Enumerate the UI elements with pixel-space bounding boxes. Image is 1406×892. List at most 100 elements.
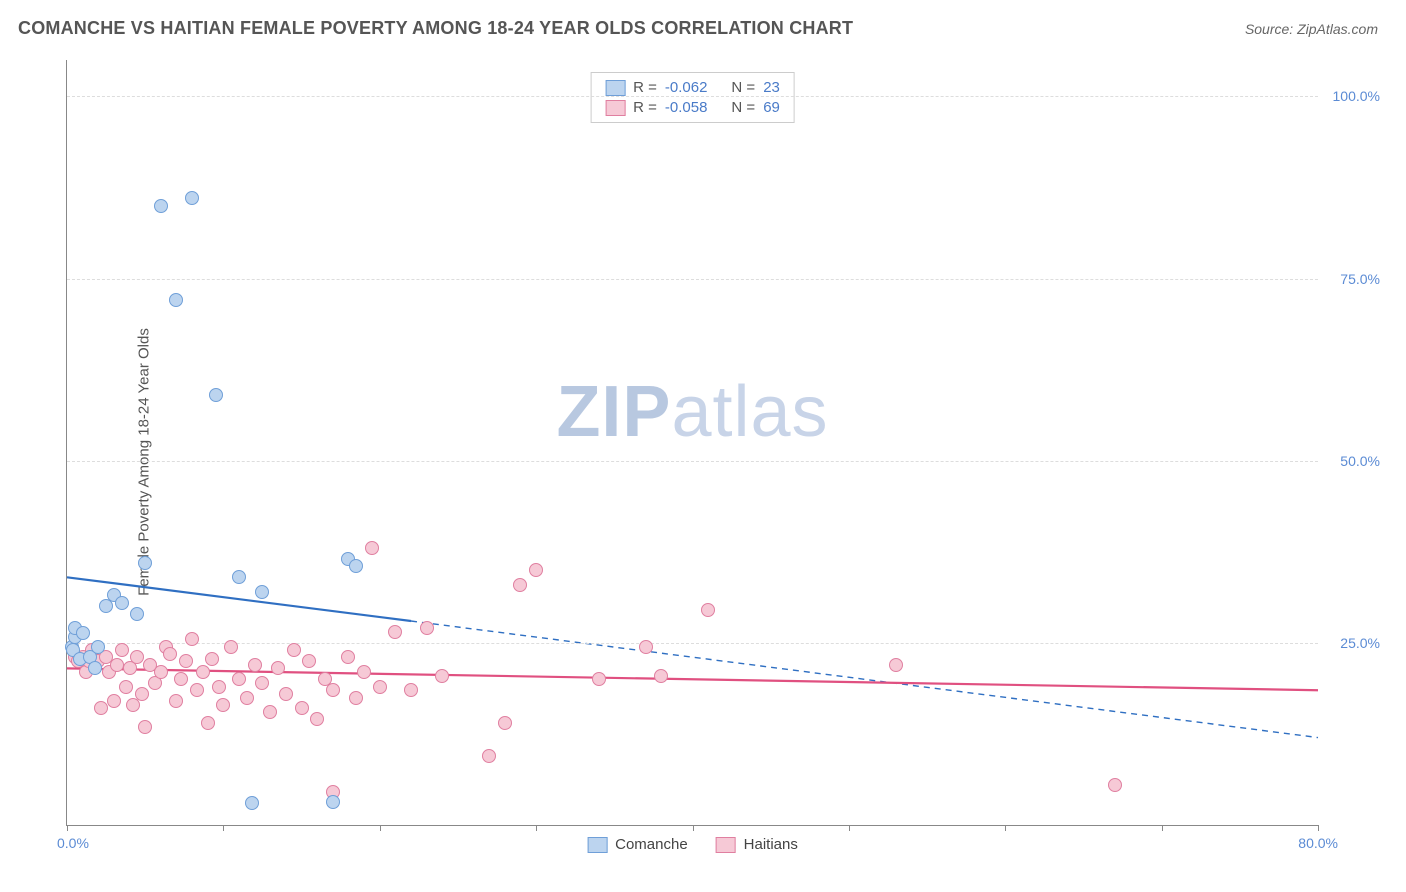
y-tick-label: 25.0%	[1340, 635, 1380, 651]
data-point	[255, 585, 269, 599]
x-tick	[849, 825, 850, 831]
x-max-label: 80.0%	[1298, 835, 1338, 851]
data-point	[240, 691, 254, 705]
data-point	[404, 683, 418, 697]
data-point	[94, 701, 108, 715]
data-point	[592, 672, 606, 686]
r-label: R =	[633, 99, 657, 116]
data-point	[373, 680, 387, 694]
data-point	[107, 694, 121, 708]
n-value-haitians: 69	[763, 99, 780, 116]
data-point	[119, 680, 133, 694]
data-point	[365, 541, 379, 555]
data-point	[115, 596, 129, 610]
data-point	[138, 720, 152, 734]
x-tick	[380, 825, 381, 831]
y-tick-label: 50.0%	[1340, 453, 1380, 469]
data-point	[91, 640, 105, 654]
n-value-comanche: 23	[763, 79, 780, 96]
data-point	[263, 705, 277, 719]
data-point	[169, 293, 183, 307]
data-point	[248, 658, 262, 672]
data-point	[232, 672, 246, 686]
data-point	[201, 716, 215, 730]
data-point	[654, 669, 668, 683]
data-point	[212, 680, 226, 694]
data-point	[88, 661, 102, 675]
stats-row-comanche: R = -0.062 N = 23	[605, 79, 780, 96]
legend-item-comanche: Comanche	[587, 836, 688, 853]
stats-legend: R = -0.062 N = 23 R = -0.058 N = 69	[590, 72, 795, 123]
x-tick	[223, 825, 224, 831]
x-tick	[536, 825, 537, 831]
data-point	[138, 556, 152, 570]
data-point	[639, 640, 653, 654]
swatch-comanche	[587, 837, 607, 853]
data-point	[115, 643, 129, 657]
data-point	[302, 654, 316, 668]
y-tick-label: 100.0%	[1333, 88, 1380, 104]
data-point	[287, 643, 301, 657]
x-tick	[1005, 825, 1006, 831]
data-point	[498, 716, 512, 730]
r-label: R =	[633, 79, 657, 96]
legend-item-haitians: Haitians	[716, 836, 798, 853]
swatch-haitians	[605, 100, 625, 116]
data-point	[513, 578, 527, 592]
data-point	[185, 191, 199, 205]
data-point	[435, 669, 449, 683]
data-point	[701, 603, 715, 617]
data-point	[154, 199, 168, 213]
data-point	[255, 676, 269, 690]
r-value-comanche: -0.062	[665, 79, 708, 96]
data-point	[271, 661, 285, 675]
data-point	[279, 687, 293, 701]
data-point	[76, 626, 90, 640]
x-tick	[67, 825, 68, 831]
legend-label-haitians: Haitians	[744, 836, 798, 853]
legend-label-comanche: Comanche	[615, 836, 688, 853]
gridline	[67, 279, 1318, 280]
data-point	[154, 665, 168, 679]
swatch-haitians	[716, 837, 736, 853]
y-tick-label: 75.0%	[1340, 271, 1380, 287]
n-label: N =	[731, 79, 755, 96]
gridline	[67, 96, 1318, 97]
scatter-plot: ZIPatlas R = -0.062 N = 23 R = -0.058 N …	[66, 60, 1318, 826]
data-point	[1108, 778, 1122, 792]
source-credit: Source: ZipAtlas.com	[1245, 21, 1378, 37]
data-point	[130, 607, 144, 621]
data-point	[224, 640, 238, 654]
data-point	[174, 672, 188, 686]
gridline	[67, 461, 1318, 462]
data-point	[245, 796, 259, 810]
data-point	[163, 647, 177, 661]
x-min-label: 0.0%	[57, 835, 89, 851]
series-legend: Comanche Haitians	[587, 836, 798, 853]
page-title: COMANCHE VS HAITIAN FEMALE POVERTY AMONG…	[18, 18, 853, 39]
data-point	[357, 665, 371, 679]
data-point	[326, 683, 340, 697]
data-point	[349, 691, 363, 705]
n-label: N =	[731, 99, 755, 116]
chart-container: Female Poverty Among 18-24 Year Olds ZIP…	[18, 50, 1388, 874]
gridline	[67, 643, 1318, 644]
data-point	[205, 652, 219, 666]
swatch-comanche	[605, 80, 625, 96]
data-point	[388, 625, 402, 639]
data-point	[135, 687, 149, 701]
data-point	[185, 632, 199, 646]
data-point	[295, 701, 309, 715]
data-point	[190, 683, 204, 697]
data-point	[232, 570, 246, 584]
data-point	[310, 712, 324, 726]
data-point	[349, 559, 363, 573]
stats-row-haitians: R = -0.058 N = 69	[605, 99, 780, 116]
x-tick	[1318, 825, 1319, 831]
data-point	[341, 650, 355, 664]
data-point	[482, 749, 496, 763]
data-point	[420, 621, 434, 635]
x-tick	[1162, 825, 1163, 831]
data-point	[99, 599, 113, 613]
data-point	[326, 795, 340, 809]
